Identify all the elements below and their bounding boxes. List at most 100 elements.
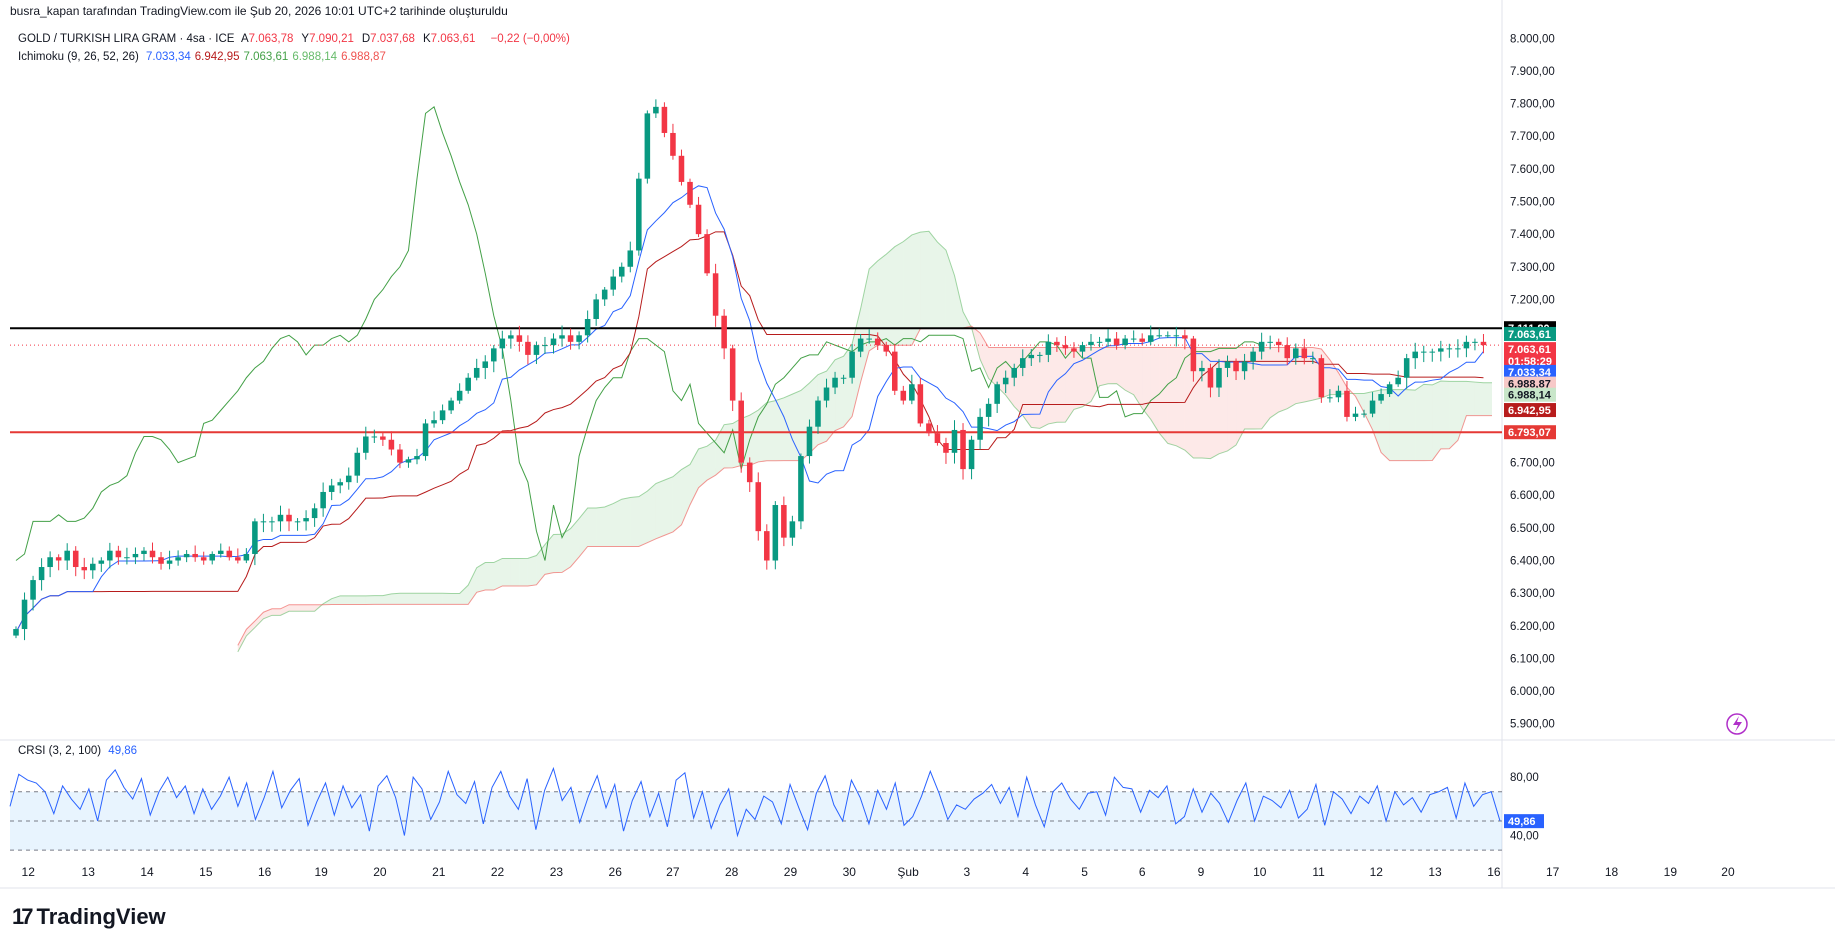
lightning-icon[interactable] <box>1726 713 1748 735</box>
candle-body <box>977 416 983 440</box>
time-tick-label: 22 <box>491 865 505 879</box>
cloud-segment <box>434 593 443 605</box>
candle-body <box>1190 338 1197 372</box>
crsi-pane: 80,00 40,00 49,86 <box>9 766 1544 851</box>
candle-body <box>1361 413 1367 415</box>
ichimoku-value-0: 7.033,34 <box>146 51 191 63</box>
candle-body <box>1173 335 1180 337</box>
price-badge <box>1504 376 1556 391</box>
cloud-segment <box>527 555 537 586</box>
cloud-segment <box>1466 381 1475 416</box>
ohlc-Y: Y7.090,21 <box>301 33 354 45</box>
cloud-segment <box>1082 347 1092 407</box>
time-tick-label: 21 <box>432 865 446 879</box>
cloud-segment <box>1125 347 1134 395</box>
tenkan-sen <box>15 185 1484 633</box>
candle-body <box>328 485 335 492</box>
candle-body <box>1463 341 1470 349</box>
candle-body <box>294 521 301 523</box>
kijun-sen <box>15 231 1484 633</box>
candle-body <box>1096 341 1103 343</box>
crsi-badge <box>1504 814 1544 829</box>
candle-body <box>371 436 378 438</box>
cloud-segment <box>1261 347 1271 429</box>
candle-body <box>1182 335 1188 339</box>
candle-body <box>687 181 693 205</box>
senkou-span-a <box>237 230 1492 653</box>
cloud-segment <box>1150 347 1160 434</box>
candle-body <box>755 482 762 532</box>
cloud-segment <box>835 356 844 431</box>
candle-body <box>72 550 79 568</box>
ichimoku-label[interactable]: Ichimoku (9, 26, 52, 26) <box>18 51 139 63</box>
cloud-segment <box>1142 347 1151 420</box>
cloud-segment <box>399 593 409 605</box>
price-tick-label: 7.700,00 <box>1510 131 1555 143</box>
cloud-segment <box>664 476 673 536</box>
candle-body <box>1079 345 1086 352</box>
candle-body <box>772 505 779 561</box>
cloud-segment <box>408 593 417 605</box>
candle-body <box>943 443 949 453</box>
cloud-segment <box>1014 347 1023 416</box>
candles <box>13 99 1487 641</box>
time-tick-label: 27 <box>666 865 680 879</box>
candle-body <box>388 439 395 450</box>
crsi-label[interactable]: CRSI (3, 2, 100) <box>18 745 102 757</box>
ichimoku-value-4: 6.988,87 <box>341 51 386 63</box>
time-tick-label: 16 <box>258 865 272 879</box>
cloud-segment <box>792 390 801 461</box>
candle-body <box>738 400 744 463</box>
cloud-segment <box>1406 389 1416 461</box>
price-tick-label: 7.500,00 <box>1510 197 1555 209</box>
time-tick-label: 23 <box>550 865 564 879</box>
candle-body <box>363 436 369 453</box>
price-badge-label: 6.793,07 <box>1508 427 1551 439</box>
candle-body <box>1139 338 1145 342</box>
price-badge <box>1504 354 1556 369</box>
cloud-segment <box>1108 347 1117 384</box>
cloud-segment <box>553 534 563 573</box>
price-axis: 8.000,00 7.900,00 7.800,00 7.700,00 7.600,00… <box>1510 33 1555 730</box>
senkou-span-b <box>237 325 1492 646</box>
candle-body <box>90 563 96 571</box>
cloud-segment <box>1176 347 1185 451</box>
cloud-segment <box>860 269 870 382</box>
candle-body <box>798 456 804 522</box>
time-tick-label: 19 <box>1664 865 1678 879</box>
candle-body <box>1199 367 1205 372</box>
cloud-segment <box>596 506 605 547</box>
price-tick-label: 7.900,00 <box>1510 66 1555 78</box>
price-tick-label: 7.300,00 <box>1510 262 1555 274</box>
cloud-segment <box>519 558 528 586</box>
candle-body <box>1122 338 1128 346</box>
candle-body <box>618 266 625 277</box>
time-tick-label: Şub <box>897 865 919 879</box>
legend-change: −0,22 (−0,00%) <box>490 33 570 45</box>
cloud-segment <box>988 347 998 387</box>
tradingview-logo[interactable]: 17 TradingView <box>12 904 166 930</box>
time-tick-label: 9 <box>1198 865 1205 879</box>
time-tick-label: 17 <box>1546 865 1560 879</box>
candle-body <box>1113 338 1120 346</box>
candle-body <box>47 557 53 568</box>
legend-symbol[interactable]: GOLD / TURKISH LIRA GRAM · 4sa · ICE <box>18 33 235 45</box>
crsi-tick-label: 40,00 <box>1510 831 1539 843</box>
cloud-segment <box>1227 347 1237 451</box>
price-badge <box>1504 425 1556 440</box>
cloud-segment <box>297 604 307 612</box>
cloud-segment <box>724 423 733 468</box>
candle-body <box>235 557 241 561</box>
chikou-span <box>15 106 1262 561</box>
candle-body <box>465 377 471 391</box>
time-tick-label: 16 <box>1487 865 1501 879</box>
price-tick-label: 8.000,00 <box>1510 33 1555 45</box>
candle-body <box>38 567 45 581</box>
candle-body <box>849 351 855 378</box>
price-badge <box>1504 326 1556 341</box>
cloud-segment <box>502 558 511 586</box>
price-badge <box>1504 387 1556 402</box>
cloud-segment <box>613 499 622 547</box>
candle-body <box>1088 341 1094 346</box>
